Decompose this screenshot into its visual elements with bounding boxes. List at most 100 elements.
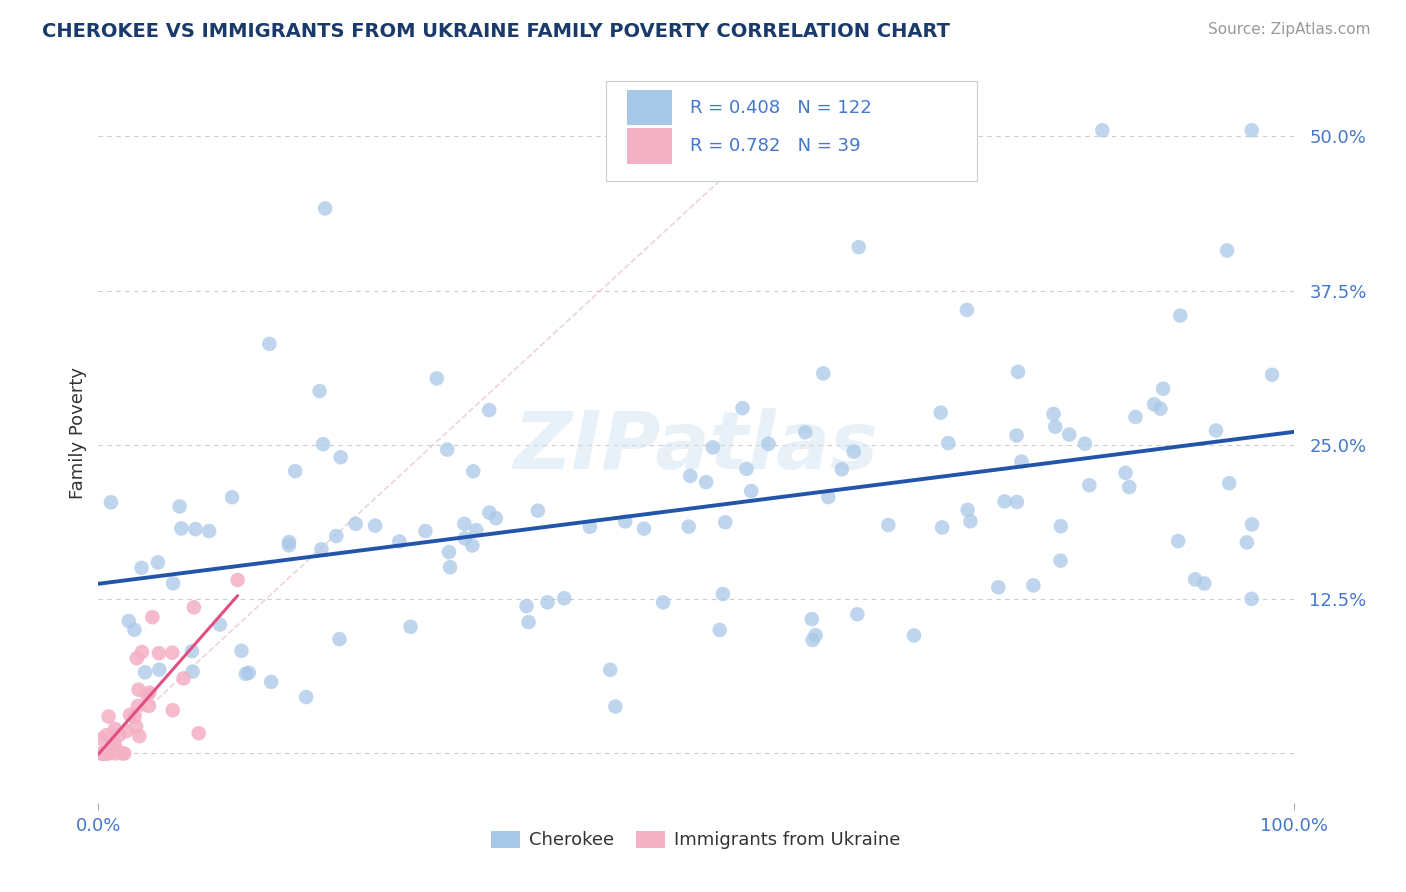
Point bbox=[758, 437, 780, 451]
Point bbox=[527, 504, 550, 518]
Point bbox=[134, 665, 156, 680]
Point bbox=[226, 573, 249, 587]
Point bbox=[183, 600, 205, 615]
Point bbox=[187, 726, 209, 740]
Point bbox=[465, 523, 488, 537]
Point bbox=[1078, 478, 1101, 492]
Point bbox=[284, 464, 307, 478]
Point bbox=[679, 468, 702, 483]
Point bbox=[842, 444, 865, 458]
Point bbox=[517, 615, 540, 629]
Point bbox=[312, 437, 335, 451]
Point bbox=[115, 724, 138, 739]
Point bbox=[804, 628, 827, 642]
Point bbox=[811, 367, 834, 381]
Point bbox=[136, 688, 159, 702]
Point bbox=[138, 685, 160, 699]
Point bbox=[1149, 401, 1171, 416]
Point bbox=[1261, 368, 1284, 382]
Point bbox=[1184, 572, 1206, 586]
Point bbox=[1194, 576, 1216, 591]
Point bbox=[127, 698, 149, 713]
Point bbox=[344, 516, 367, 531]
Point bbox=[124, 623, 146, 637]
Point bbox=[735, 462, 758, 476]
Point bbox=[415, 524, 437, 538]
Point bbox=[956, 503, 979, 517]
Point bbox=[118, 614, 141, 628]
Point bbox=[118, 707, 141, 722]
Point bbox=[146, 556, 169, 570]
Legend: Cherokee, Immigrants from Ukraine: Cherokee, Immigrants from Ukraine bbox=[484, 823, 908, 856]
Point bbox=[1057, 427, 1080, 442]
Point bbox=[695, 475, 717, 489]
Point bbox=[478, 403, 501, 417]
Point bbox=[278, 538, 301, 552]
Point bbox=[993, 494, 1015, 508]
Point bbox=[1240, 123, 1263, 137]
Point bbox=[364, 518, 387, 533]
Point bbox=[325, 529, 347, 543]
Point bbox=[278, 535, 301, 549]
Point bbox=[328, 632, 350, 646]
Point bbox=[93, 747, 115, 761]
Point bbox=[1022, 578, 1045, 592]
Point bbox=[652, 595, 675, 609]
Point bbox=[709, 623, 731, 637]
Text: Source: ZipAtlas.com: Source: ZipAtlas.com bbox=[1208, 22, 1371, 37]
Point bbox=[1143, 397, 1166, 411]
Point bbox=[104, 740, 127, 755]
Point bbox=[817, 490, 839, 504]
Point bbox=[463, 464, 485, 478]
Point bbox=[91, 731, 114, 746]
Point bbox=[478, 506, 501, 520]
Text: R = 0.782   N = 39: R = 0.782 N = 39 bbox=[690, 137, 860, 155]
Point bbox=[131, 645, 153, 659]
Point bbox=[91, 747, 114, 761]
Point bbox=[848, 240, 870, 254]
Point bbox=[936, 436, 959, 450]
Point bbox=[1007, 365, 1029, 379]
Point bbox=[141, 610, 163, 624]
Point bbox=[731, 401, 754, 416]
Point bbox=[231, 644, 253, 658]
Point bbox=[633, 522, 655, 536]
Point bbox=[91, 747, 114, 761]
Point bbox=[605, 699, 627, 714]
Point bbox=[453, 516, 475, 531]
Point bbox=[97, 709, 120, 723]
Point bbox=[614, 515, 637, 529]
Point bbox=[104, 722, 127, 736]
Point bbox=[1240, 591, 1263, 606]
Point bbox=[711, 587, 734, 601]
Point bbox=[221, 490, 243, 504]
Point bbox=[1236, 535, 1258, 549]
Point bbox=[437, 545, 460, 559]
Point bbox=[91, 747, 114, 761]
Point bbox=[98, 747, 121, 761]
FancyBboxPatch shape bbox=[606, 81, 977, 181]
Point bbox=[454, 532, 477, 546]
Text: R = 0.408   N = 122: R = 0.408 N = 122 bbox=[690, 99, 872, 117]
Point bbox=[308, 384, 330, 398]
Point bbox=[124, 710, 146, 724]
Point bbox=[162, 646, 184, 660]
Point bbox=[831, 462, 853, 476]
Point bbox=[740, 484, 762, 499]
Point bbox=[678, 519, 700, 533]
Point bbox=[138, 698, 160, 713]
Point bbox=[260, 674, 283, 689]
Point bbox=[128, 682, 150, 697]
Point bbox=[515, 599, 537, 613]
Point bbox=[173, 672, 195, 686]
Point bbox=[100, 495, 122, 509]
Point bbox=[1074, 436, 1097, 450]
Point bbox=[1240, 517, 1263, 532]
Point bbox=[702, 440, 724, 454]
Point bbox=[903, 628, 925, 642]
Point bbox=[599, 663, 621, 677]
Point bbox=[170, 521, 193, 535]
Point bbox=[439, 560, 461, 574]
Point bbox=[96, 747, 118, 761]
Point bbox=[1125, 409, 1147, 424]
